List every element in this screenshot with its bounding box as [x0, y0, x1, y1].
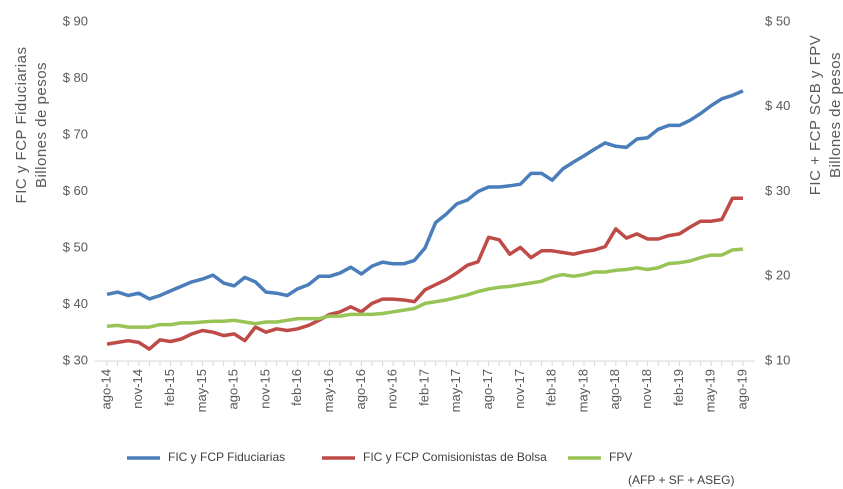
x-tick-label: may-15: [194, 369, 209, 412]
x-tick-label: nov-15: [257, 369, 272, 409]
legend-label: FIC y FCP Comisionistas de Bolsa: [363, 450, 547, 464]
y-tick-label: $ 70: [63, 126, 88, 141]
x-tick-label: ago-18: [607, 369, 622, 409]
y2-tick-label: $ 10: [765, 352, 790, 367]
y-tick-label: $ 30: [63, 352, 88, 367]
y-axis-title: FIC y FCP Fiduciarias: [13, 47, 30, 204]
x-tick-label: ago-17: [480, 369, 495, 409]
y2-tick-label: $ 30: [765, 183, 790, 198]
y2-axis-title: FIC + FCP SCB y FPV: [807, 35, 824, 196]
y-tick-label: $ 80: [63, 70, 88, 85]
legend-note: (AFP + SF + ASEG): [628, 473, 734, 487]
y2-tick-label: $ 40: [765, 98, 790, 113]
y2-tick-label: $ 20: [765, 268, 790, 283]
y-tick-label: $ 90: [63, 13, 88, 28]
legend-label: FIC y FCP Fiduciarias: [168, 450, 285, 464]
x-tick-label: feb-16: [289, 369, 304, 406]
x-tick-label: ago-15: [226, 369, 241, 409]
x-tick-label: nov-14: [130, 369, 145, 409]
legend-label: FPV: [609, 450, 632, 464]
y-tick-label: $ 50: [63, 239, 88, 254]
x-tick-label: feb-17: [416, 369, 431, 406]
x-tick-label: may-19: [703, 369, 718, 412]
x-tick-label: feb-15: [162, 369, 177, 406]
x-tick-label: may-16: [321, 369, 336, 412]
y-tick-label: $ 60: [63, 183, 88, 198]
x-tick-label: nov-17: [512, 369, 527, 409]
x-tick-label: may-18: [575, 369, 590, 412]
y2-axis-title: Billones de pesos: [827, 52, 843, 178]
x-tick-label: feb-19: [671, 369, 686, 406]
series-line: [106, 196, 743, 351]
series-line: [106, 89, 744, 301]
x-tick-label: may-17: [448, 369, 463, 412]
x-tick-label: feb-18: [544, 369, 559, 406]
y-tick-label: $ 40: [63, 296, 88, 311]
x-tick-label: ago-19: [734, 369, 749, 409]
y-axis-title: Billones de pesos: [33, 62, 50, 188]
x-tick-label: nov-16: [385, 369, 400, 409]
series-line: [106, 247, 744, 329]
x-tick-label: nov-18: [639, 369, 654, 409]
x-tick-label: ago-16: [353, 369, 368, 409]
x-tick-label: ago-14: [98, 369, 113, 409]
y2-tick-label: $ 50: [765, 13, 790, 28]
